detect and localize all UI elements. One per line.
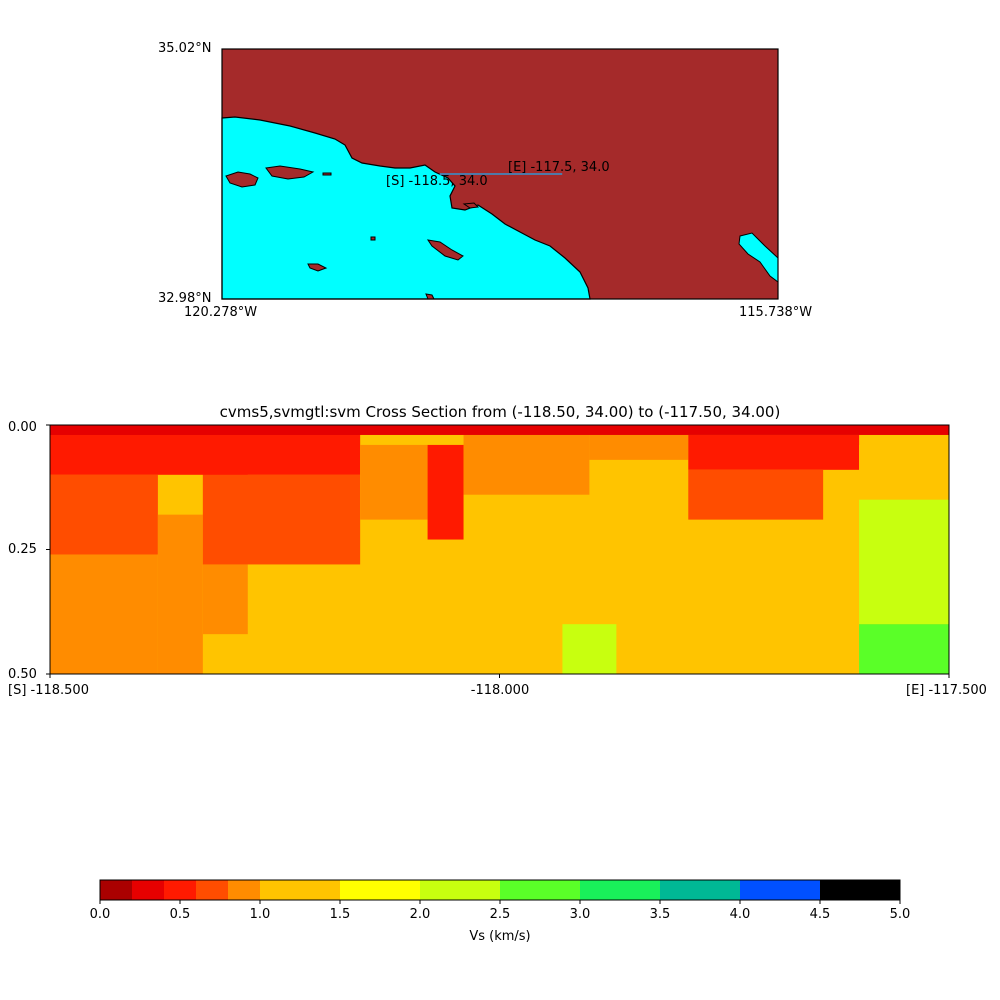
colorbar-cell xyxy=(228,880,260,900)
colorbar-cell xyxy=(500,880,580,900)
colorbar-cell xyxy=(340,880,420,900)
transect-start-label: [S] -118.5, 34.0 xyxy=(386,174,488,189)
cross-section-frame xyxy=(49,424,950,675)
map-lat-top-label: 35.02°N xyxy=(158,41,212,56)
y-tick-label-2: 0.50 xyxy=(8,667,37,682)
island-catalina xyxy=(426,239,464,261)
vs-region xyxy=(50,554,158,674)
vs-region xyxy=(157,514,203,674)
map-lon-left-label: 120.278°W xyxy=(184,305,258,320)
transect-end-label: [E] -117.5, 34.0 xyxy=(508,160,610,175)
colorbar-tick-label: 4.0 xyxy=(729,907,751,922)
x-tick-label-mid: -118.000 xyxy=(470,683,530,698)
island-san-nicolas xyxy=(307,263,328,272)
vs-region xyxy=(589,434,689,460)
vs-region xyxy=(688,434,860,470)
colorbar-cell xyxy=(196,880,228,900)
colorbar-cell xyxy=(164,880,196,900)
island-santa-cruz xyxy=(225,171,259,188)
island-anacapa xyxy=(322,172,332,176)
y-tick-label-0: 0.00 xyxy=(8,420,37,435)
vs-region xyxy=(688,469,824,520)
map-land xyxy=(222,49,778,299)
map-border xyxy=(221,48,779,300)
vs-region xyxy=(859,444,949,500)
map-lat-bottom-label: 32.98°N xyxy=(158,291,212,306)
island-san-clemente xyxy=(425,293,435,300)
colorbar-tick-label: 2.5 xyxy=(489,907,511,922)
colorbar-tick-label: 4.5 xyxy=(809,907,831,922)
colorbar-cell xyxy=(740,880,820,900)
y-tick-label-1: 0.25 xyxy=(8,542,37,557)
vs-region xyxy=(463,434,590,495)
colorbar-cell xyxy=(260,880,340,900)
island-santa-barbara xyxy=(370,236,376,241)
vs-region xyxy=(202,564,248,635)
colorbar-tick-label: 3.5 xyxy=(649,907,671,922)
colorbar-tick-label: 1.5 xyxy=(329,907,351,922)
vs-region xyxy=(50,474,158,555)
salton-sea xyxy=(738,232,779,283)
palos-verdes xyxy=(462,202,480,209)
colorbar-cell xyxy=(132,880,164,900)
vs-region xyxy=(562,624,617,674)
map-ocean xyxy=(221,116,591,300)
vs-region xyxy=(50,425,248,475)
x-tick-label-start: [S] -118.500 xyxy=(8,683,89,698)
colorbar-tick-label: 2.0 xyxy=(409,907,431,922)
vs-region xyxy=(360,444,428,520)
colorbar-cell xyxy=(660,880,740,900)
vs-region xyxy=(427,444,464,540)
vs-region xyxy=(50,425,949,435)
x-tick-label-end: [E] -117.500 xyxy=(906,683,987,698)
colorbar-cell xyxy=(420,880,500,900)
colorbar-tick-label: 0.0 xyxy=(89,907,111,922)
colorbar-tick-label: 3.0 xyxy=(569,907,591,922)
vs-region xyxy=(859,624,949,674)
colorbar-cell xyxy=(580,880,660,900)
colorbar-cell xyxy=(100,880,132,900)
colorbar-label: Vs (km/s) xyxy=(469,929,531,944)
colorbar-frame xyxy=(99,879,901,901)
vs-region xyxy=(202,425,361,475)
map-lon-right-label: 115.738°W xyxy=(739,305,813,320)
chart-title: cvms5,svmgtl:svm Cross Section from (-11… xyxy=(219,403,781,421)
colorbar-tick-label: 5.0 xyxy=(889,907,911,922)
colorbar-cell xyxy=(820,880,900,900)
map-frame xyxy=(221,48,779,300)
vs-region xyxy=(859,499,949,625)
vs-region xyxy=(202,474,361,565)
vs-region xyxy=(50,425,949,674)
colorbar-tick-label: 0.5 xyxy=(169,907,191,922)
island-santa-rosa xyxy=(265,165,315,180)
colorbar-tick-label: 1.0 xyxy=(249,907,271,922)
